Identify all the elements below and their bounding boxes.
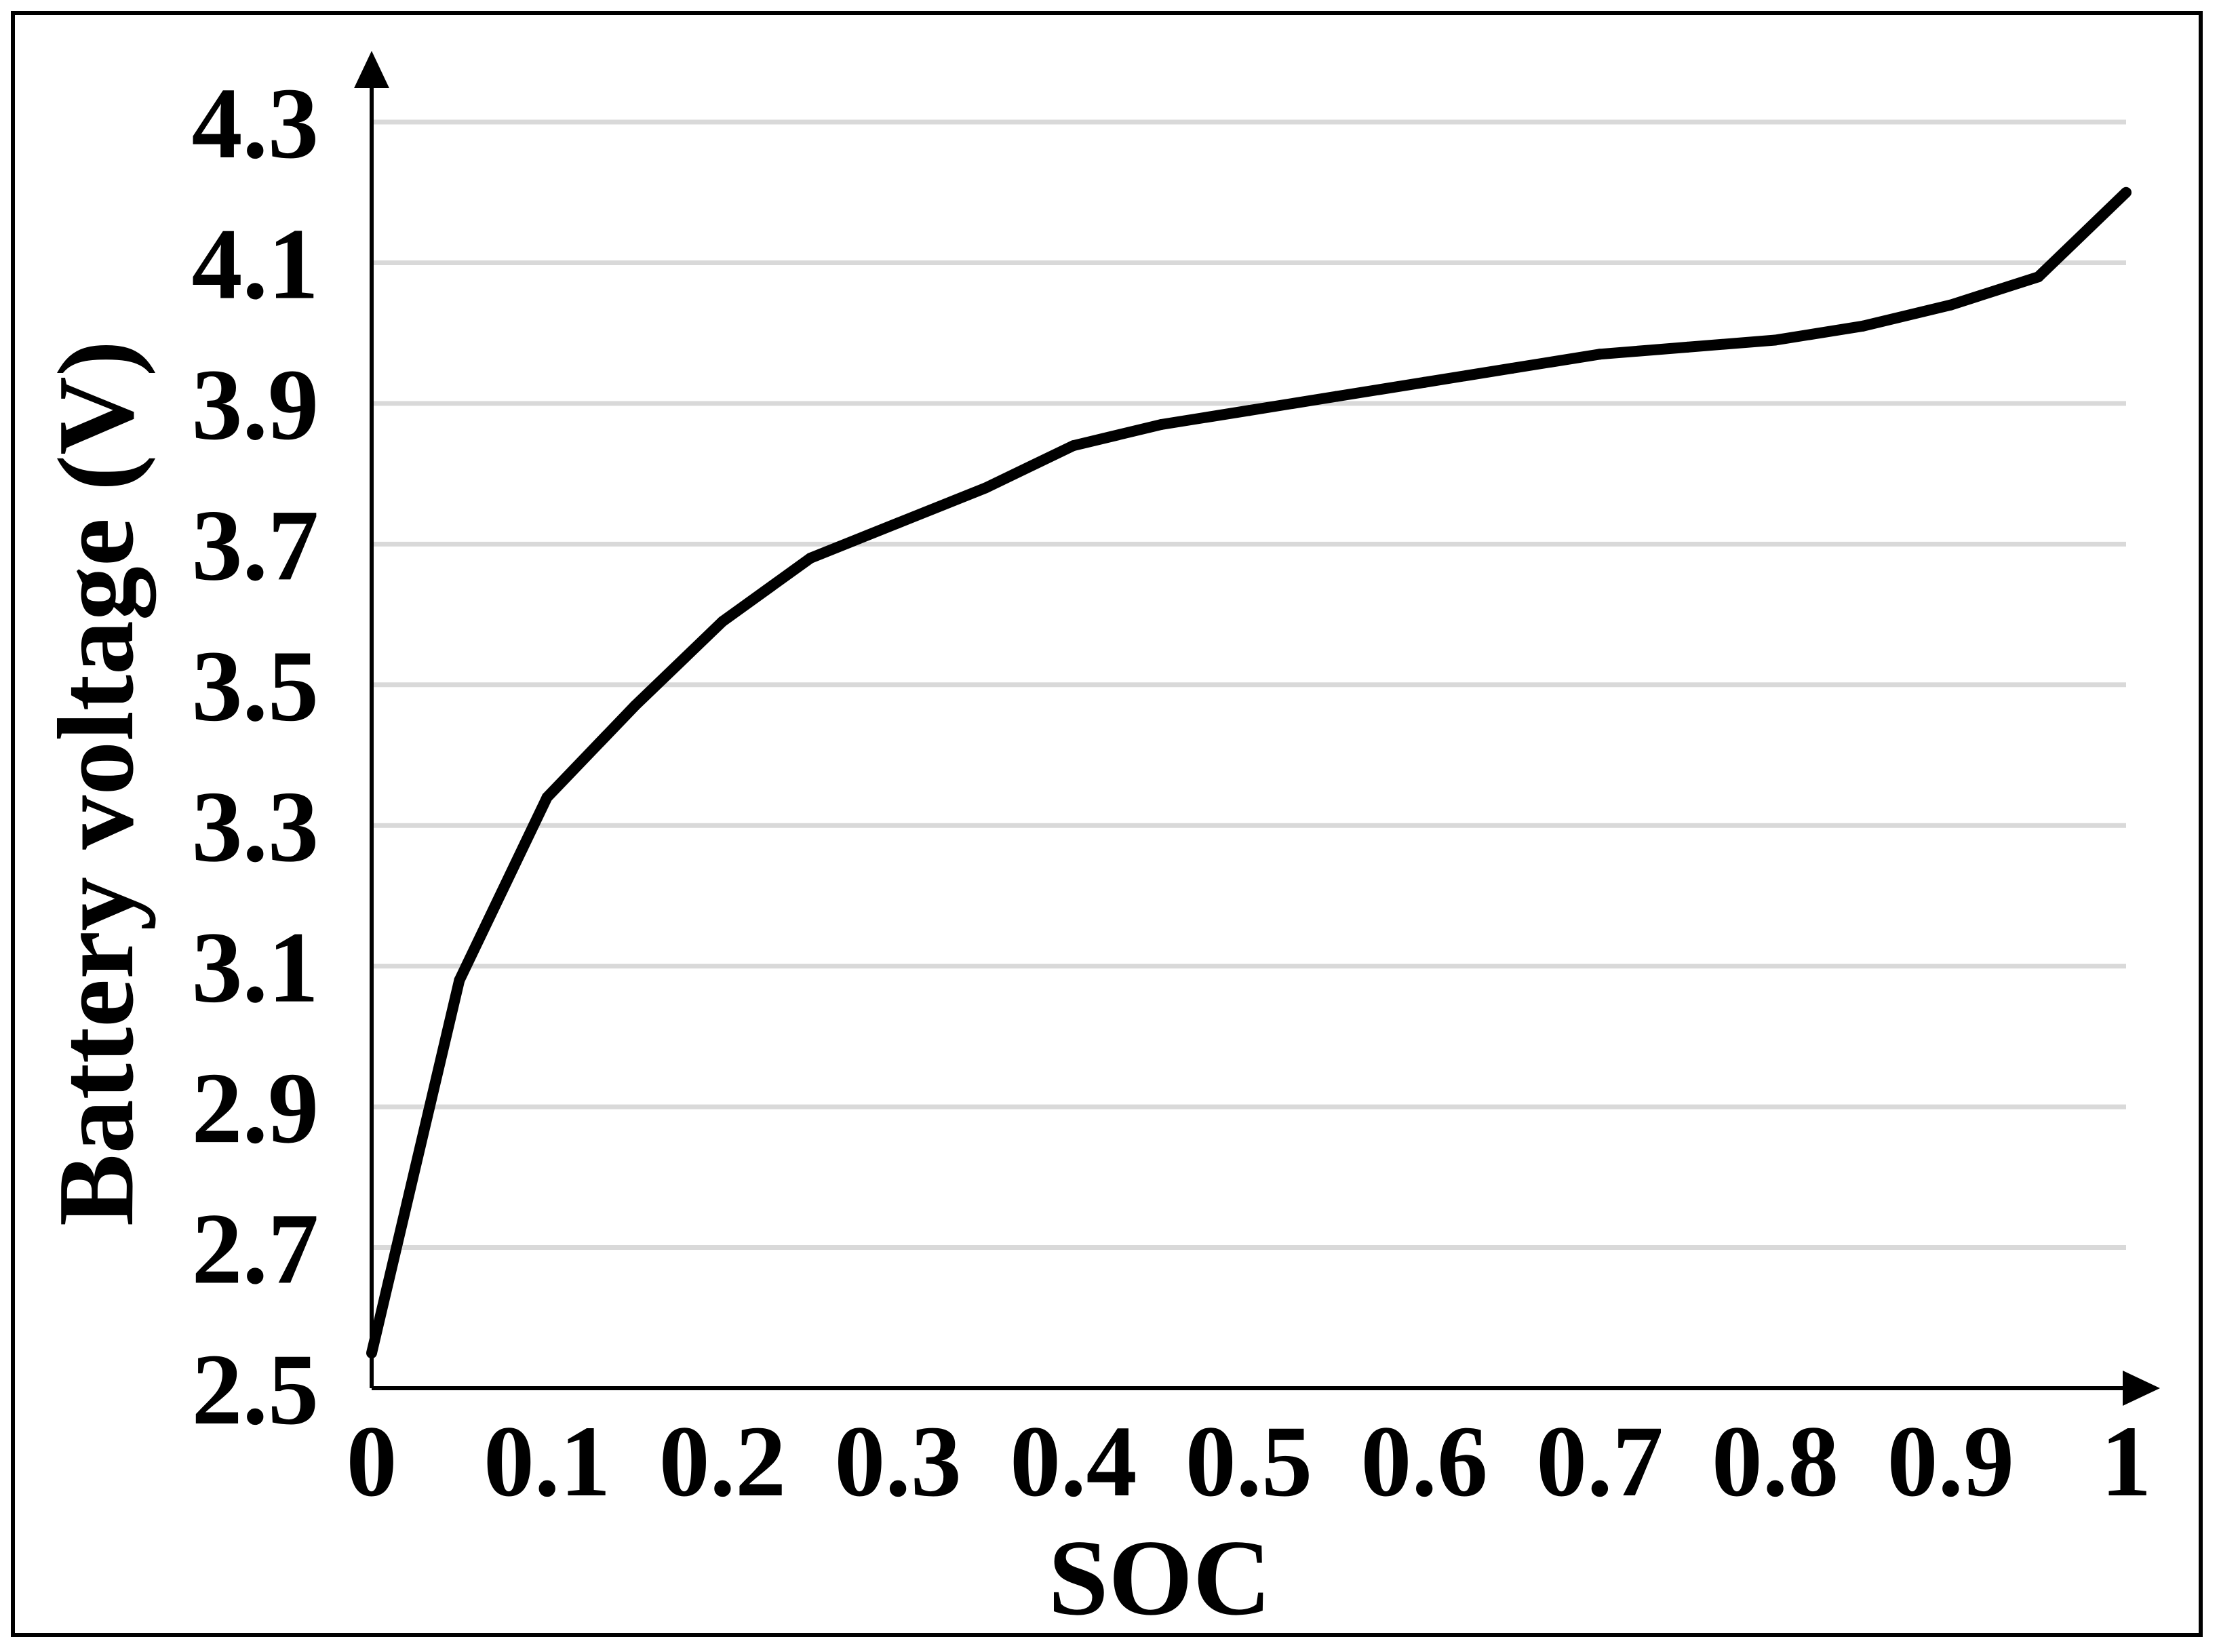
data-point bbox=[366, 1348, 377, 1359]
y-tick-label: 2.7 bbox=[192, 1193, 319, 1305]
x-tick-label: 0 bbox=[347, 1405, 397, 1518]
axes bbox=[354, 51, 2160, 1406]
data-point bbox=[2033, 271, 2044, 283]
y-tick-label: 3.1 bbox=[192, 911, 319, 1024]
y-axis-title: Battery voltage (V) bbox=[35, 340, 157, 1226]
data-point bbox=[1331, 391, 1342, 402]
data-point bbox=[717, 616, 728, 627]
data-point bbox=[1156, 419, 1167, 430]
x-tick-labels: 0 0.1 0.2 0.3 0.4 0.5 0.6 0.7 0.8 0.9 1 bbox=[347, 1405, 2152, 1518]
y-axis-arrow bbox=[354, 51, 389, 88]
x-tick-label: 0.3 bbox=[834, 1405, 962, 1518]
x-tick-label: 0.1 bbox=[484, 1405, 611, 1518]
x-tick-label: 0.6 bbox=[1360, 1405, 1488, 1518]
x-tick-label: 0.7 bbox=[1536, 1405, 1664, 1518]
data-point bbox=[1419, 376, 1430, 388]
data-point bbox=[1067, 440, 1079, 452]
x-tick-label: 0.5 bbox=[1185, 1405, 1313, 1518]
data-point bbox=[541, 791, 553, 803]
data-point bbox=[1857, 320, 1868, 332]
series-layer bbox=[366, 186, 2132, 1359]
data-point bbox=[1682, 341, 1693, 353]
x-tick-label: 0.9 bbox=[1887, 1405, 2015, 1518]
x-axis-title: SOC bbox=[1048, 1517, 1272, 1638]
x-tick-label: 0.8 bbox=[1712, 1405, 1839, 1518]
data-point bbox=[629, 700, 640, 711]
data-point bbox=[1506, 363, 1518, 374]
y-tick-label: 3.3 bbox=[192, 770, 319, 883]
y-tick-label: 2.9 bbox=[192, 1052, 319, 1164]
data-point bbox=[804, 553, 816, 564]
data-point bbox=[1945, 299, 1957, 311]
series-line-0 bbox=[366, 188, 2130, 1354]
y-tick-label: 3.9 bbox=[192, 349, 319, 461]
y-tick-label: 2.5 bbox=[192, 1333, 319, 1446]
data-point bbox=[2121, 186, 2132, 198]
x-tick-label: 1 bbox=[2101, 1405, 2152, 1518]
data-point bbox=[980, 482, 991, 494]
y-tick-label: 4.3 bbox=[192, 67, 319, 180]
x-tick-label: 0.4 bbox=[1010, 1405, 1137, 1518]
x-axis-arrow bbox=[2123, 1371, 2160, 1406]
data-point bbox=[1769, 334, 1781, 346]
y-tick-label: 3.7 bbox=[192, 489, 319, 602]
data-point bbox=[1594, 349, 1605, 360]
y-tick-label: 4.1 bbox=[192, 208, 319, 320]
y-tick-label: 3.5 bbox=[192, 630, 319, 743]
x-tick-label: 0.2 bbox=[659, 1405, 787, 1518]
data-point bbox=[454, 975, 465, 986]
y-tick-labels: 4.3 4.1 3.9 3.7 3.5 3.3 3.1 2.9 2.7 2.5 bbox=[192, 67, 319, 1446]
data-point bbox=[892, 517, 904, 529]
data-point bbox=[1243, 405, 1255, 416]
grid-lines bbox=[372, 119, 2126, 1251]
